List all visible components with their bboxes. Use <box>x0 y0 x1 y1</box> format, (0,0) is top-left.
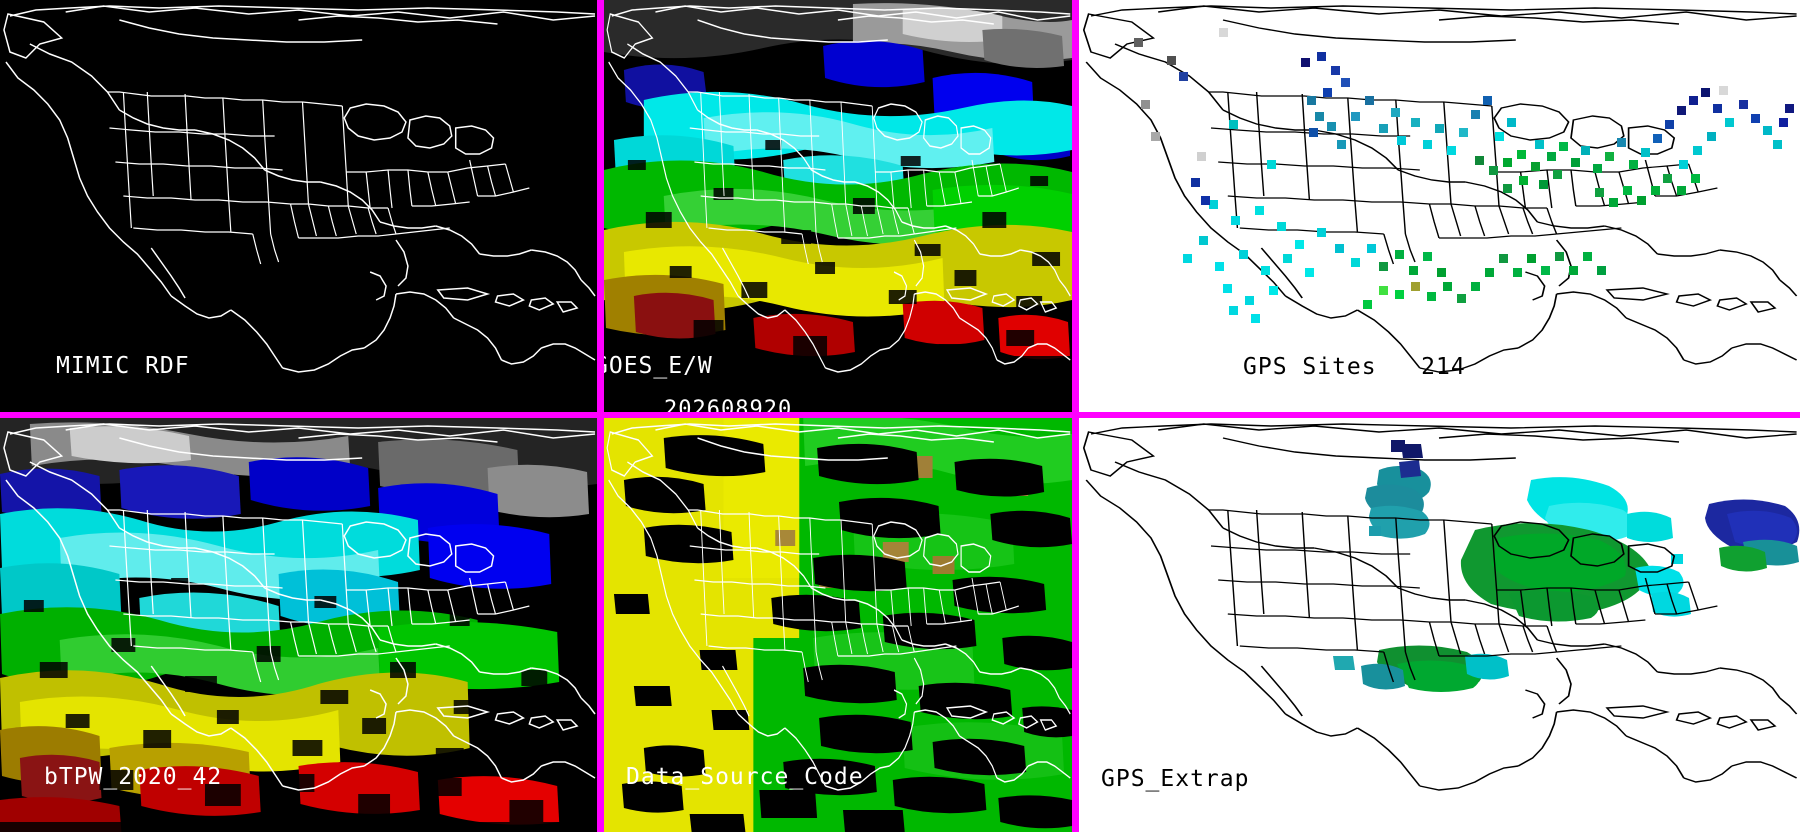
tpw-field-btpw <box>0 418 597 832</box>
panel-label-btpw-overlay: bTPW_2020_42 <box>44 764 223 790</box>
panel-btpw[interactable]: bTPW_2020_42 <box>0 418 597 832</box>
panel-label-gps-extrap: GPS_Extrap <box>1101 766 1250 792</box>
panel-label-data-source-code: Data_Source_Code <box>626 764 864 790</box>
gps-site-markers <box>1079 0 1800 412</box>
separator-vertical-right-top <box>1072 0 1079 412</box>
panel-gps-extrap[interactable]: GPS_Extrap <box>1079 418 1800 832</box>
panel-label-mimic-rdf: MIMIC RDF <box>56 353 190 379</box>
panel-gps-sites[interactable]: GPS Sites 214 <box>1079 0 1800 412</box>
separator-vertical-right-bottom <box>1072 418 1079 832</box>
panel-label-gps-sites: GPS Sites 214 <box>1243 354 1466 380</box>
panel-data-source-code[interactable]: Data_Source_Code <box>604 418 1072 832</box>
panel-mimic-rdf[interactable]: MIMIC RDF <box>0 0 597 412</box>
separator-horizontal <box>0 412 1800 418</box>
panel-label-goes-ew: GOES_E/W <box>604 353 713 379</box>
basemap-goes <box>604 0 1072 412</box>
gps-extrap-field <box>1079 418 1800 832</box>
panel-goes-ew[interactable]: GOES_E/W <box>604 0 1072 412</box>
source-code-field <box>604 418 1072 832</box>
separator-vertical-left-bottom <box>597 418 604 832</box>
basemap-mimic-rdf <box>0 0 597 412</box>
separator-vertical-left-top <box>597 0 604 412</box>
